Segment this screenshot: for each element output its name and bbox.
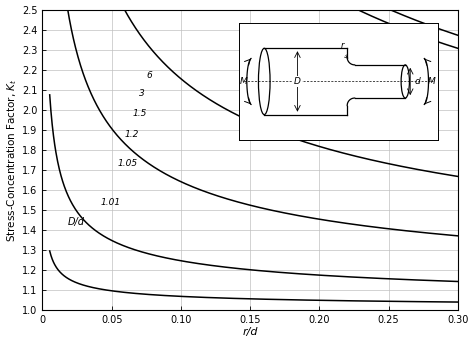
Text: d: d <box>414 77 420 86</box>
Text: 1.01: 1.01 <box>100 198 121 207</box>
Text: 6: 6 <box>146 71 152 80</box>
Text: D/d: D/d <box>67 217 84 227</box>
Text: 1.05: 1.05 <box>117 159 137 168</box>
Text: 1.5: 1.5 <box>132 109 147 118</box>
Text: M: M <box>240 77 248 86</box>
X-axis label: r/d: r/d <box>242 328 258 338</box>
Text: D: D <box>294 77 301 86</box>
Y-axis label: Stress-Concentration Factor, $K_t$: Stress-Concentration Factor, $K_t$ <box>6 78 19 241</box>
Text: 1.2: 1.2 <box>124 130 138 139</box>
Text: 3: 3 <box>139 89 145 98</box>
Text: M: M <box>428 77 436 86</box>
Text: r: r <box>340 41 348 58</box>
